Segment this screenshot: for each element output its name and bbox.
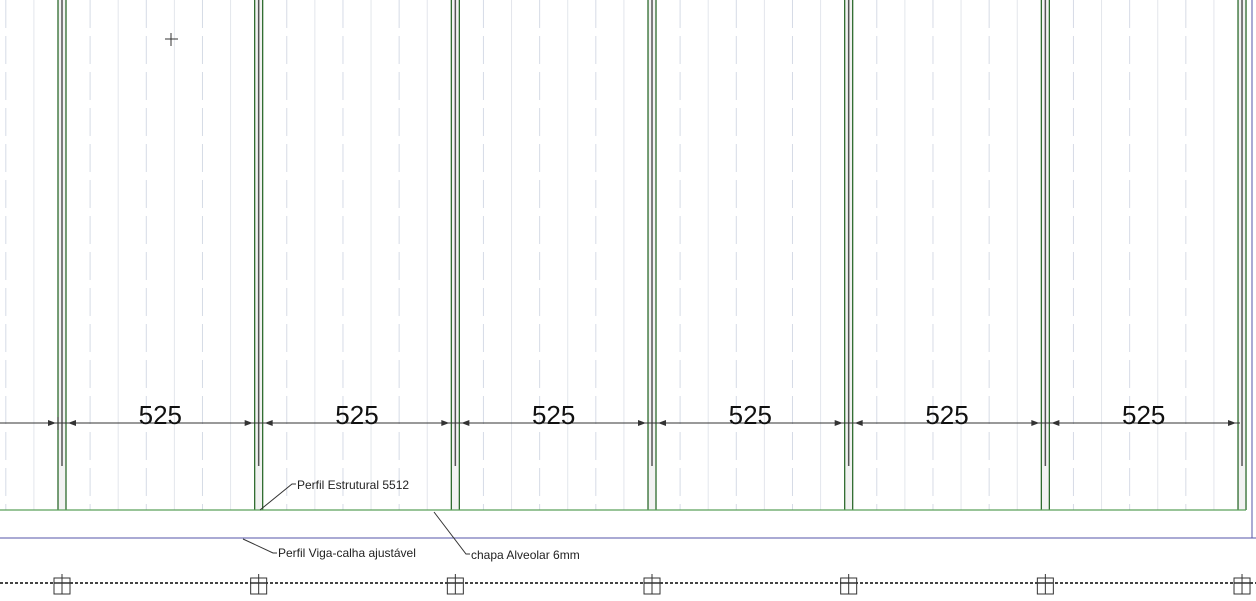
leader: [242, 538, 277, 554]
cursor: [165, 33, 178, 46]
dimension: 525: [335, 400, 378, 430]
dim-arrow: [48, 420, 56, 426]
annotation: Perfil Viga-calha ajustável: [278, 546, 416, 560]
dimension: 525: [1122, 400, 1165, 430]
panel-grid: [5, 0, 1247, 510]
annotation: chapa Alveolar 6mm: [471, 548, 580, 562]
dimension: 525: [925, 400, 968, 430]
dimension: 525: [729, 400, 772, 430]
dimension: 525: [532, 400, 575, 430]
leaders: [242, 483, 470, 555]
dimension: 525: [139, 400, 182, 430]
leader: [433, 511, 470, 555]
annotation: Perfil Estrutural 5512: [297, 478, 409, 492]
leader: [259, 483, 296, 511]
